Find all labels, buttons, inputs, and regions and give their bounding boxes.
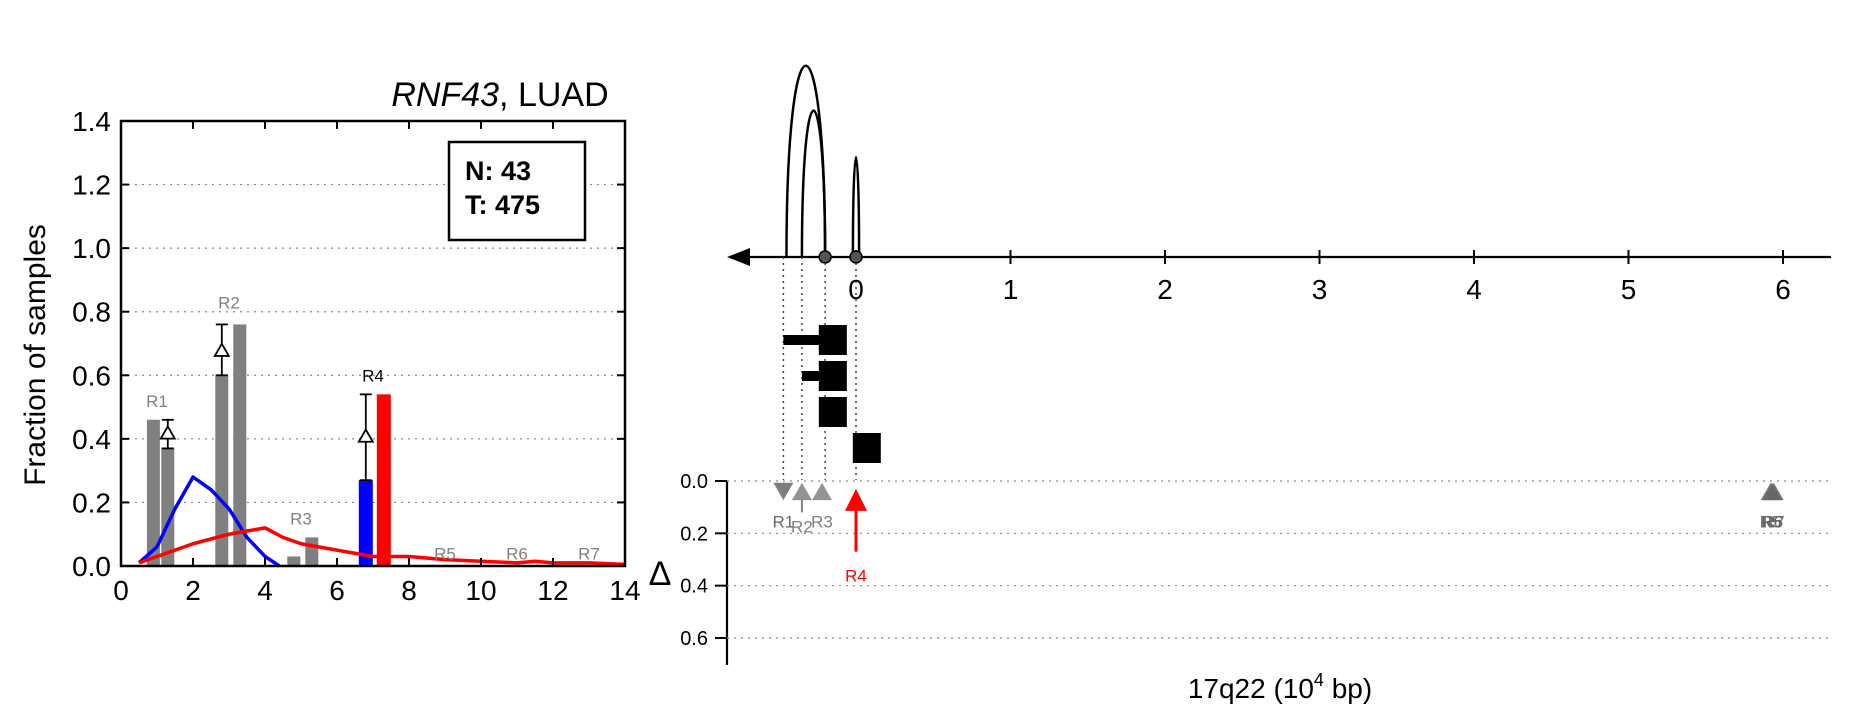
left-y-tick-label: 1.2 [72, 170, 111, 201]
left-y-tick-label: 0.2 [72, 487, 111, 518]
block-square [818, 397, 847, 427]
left-series-line [138, 526, 626, 567]
region-marker-triangle [791, 482, 812, 501]
block-stem [801, 371, 833, 381]
left-y-axis-label: Fraction of samples [19, 224, 52, 486]
region-marker-label: R6 [1761, 512, 1783, 531]
left-axis-ticks: 0.0 0.2 0.4 0.6 0.8 1.0 1.2 1.4 0 2 4 6 8 10 12 14 [72, 106, 641, 606]
genomic-axis-arrow [727, 248, 750, 266]
left-plot-frame [119, 119, 627, 568]
left-delta-markers [159, 323, 375, 482]
genomic-axis-tick-label: 1 [1003, 274, 1019, 305]
genomic-axis-tick-label: 3 [1312, 274, 1328, 305]
left-y-tick-label: 0.8 [72, 297, 111, 328]
left-y-tick-label: 0.6 [72, 360, 111, 391]
left-panel: RNF43, LUAD Fraction of samples R1 R2 R3 R4… [19, 76, 641, 606]
left-bar [305, 537, 319, 566]
region-marker-label: R1 [773, 512, 795, 531]
genomic-axis-tick-label: 5 [1621, 274, 1637, 305]
left-y-tick-label: 0.0 [72, 551, 111, 582]
left-x-tick-label: 4 [257, 575, 273, 606]
left-bar [376, 394, 391, 566]
left-delta-triangle [159, 424, 177, 440]
left-y-tick-label: 1.4 [72, 106, 111, 137]
left-x-tick-label: 6 [329, 575, 345, 606]
left-x-tick-label: 10 [465, 575, 496, 606]
genomic-arc [785, 64, 827, 258]
left-region-label: R6 [506, 545, 528, 564]
delta-tick-label: 0.2 [680, 523, 708, 545]
left-x-tick-label: 14 [609, 575, 640, 606]
block-stem [783, 335, 833, 345]
genomic-axis-tick-label: 6 [1775, 274, 1791, 305]
left-region-label: R3 [290, 510, 312, 529]
left-delta-triangle [213, 341, 231, 357]
left-title: RNF43, LUAD [391, 76, 608, 114]
delta-axis-label: Δ [649, 555, 672, 593]
left-region-label: R5 [434, 545, 456, 564]
left-bar [161, 448, 175, 566]
left-region-label: R7 [578, 545, 600, 564]
left-delta-triangle [357, 427, 375, 443]
left-region-label: R1 [146, 392, 168, 411]
left-series-line [137, 475, 281, 568]
region-marker-label: R7 [1763, 512, 1785, 531]
left-region-label: R2 [218, 294, 240, 313]
left-bar [233, 324, 247, 566]
left-bar [146, 419, 160, 566]
legend-t: T: 475 [465, 190, 540, 220]
region-marker-label: R5 [1760, 512, 1782, 531]
left-y-tick-label: 0.4 [72, 424, 111, 455]
block-square [852, 433, 881, 463]
genomic-axis-tick-label: 2 [1157, 274, 1173, 305]
delta-tick-label: 0.4 [680, 576, 708, 598]
left-bar [358, 480, 373, 566]
right-dotted-links [782, 257, 857, 480]
left-y-tick-label: 1.0 [72, 233, 111, 264]
genomic-arc [851, 156, 861, 258]
block-square [818, 325, 847, 355]
region-marker-triangle [773, 482, 794, 501]
genomic-axis-tick-label: 0 [848, 274, 864, 305]
region-marker-triangle [812, 482, 833, 501]
left-region-labels: R1 R2 R3 R4 R5 R6 R7 [146, 294, 600, 564]
right-blocks [783, 325, 881, 463]
left-bar [287, 556, 301, 566]
block-square [818, 361, 847, 391]
region-arrow-head [845, 488, 867, 511]
right-genomic-axis: 0 1 2 3 4 5 6 [727, 248, 1831, 305]
right-delta-axis: 0.0 0.2 0.4 0.6 [680, 471, 1831, 665]
genomic-arc [800, 109, 827, 258]
region-marker-label: R4 [845, 567, 867, 586]
region-marker-triangle [1763, 482, 1784, 501]
left-region-label: R4 [362, 367, 384, 386]
delta-tick-label: 0.6 [680, 628, 708, 650]
legend-box [447, 140, 587, 242]
delta-tick-label: 0.0 [680, 471, 708, 493]
right-x-axis-label: 17q22 (104 bp) [1188, 670, 1372, 704]
legend-n: N: 43 [465, 156, 531, 186]
genomic-axis-tick-label: 4 [1466, 274, 1482, 305]
right-arcs [785, 64, 861, 258]
left-x-tick-label: 8 [401, 575, 417, 606]
region-marker-label: R2 [791, 517, 813, 536]
left-gridlines [121, 183, 625, 504]
left-x-tick-label: 0 [113, 575, 129, 606]
left-x-tick-label: 2 [185, 575, 201, 606]
left-bar [215, 375, 229, 566]
left-x-tick-label: 12 [537, 575, 568, 606]
left-series-lines [137, 475, 626, 568]
region-marker-label: R3 [811, 512, 833, 531]
